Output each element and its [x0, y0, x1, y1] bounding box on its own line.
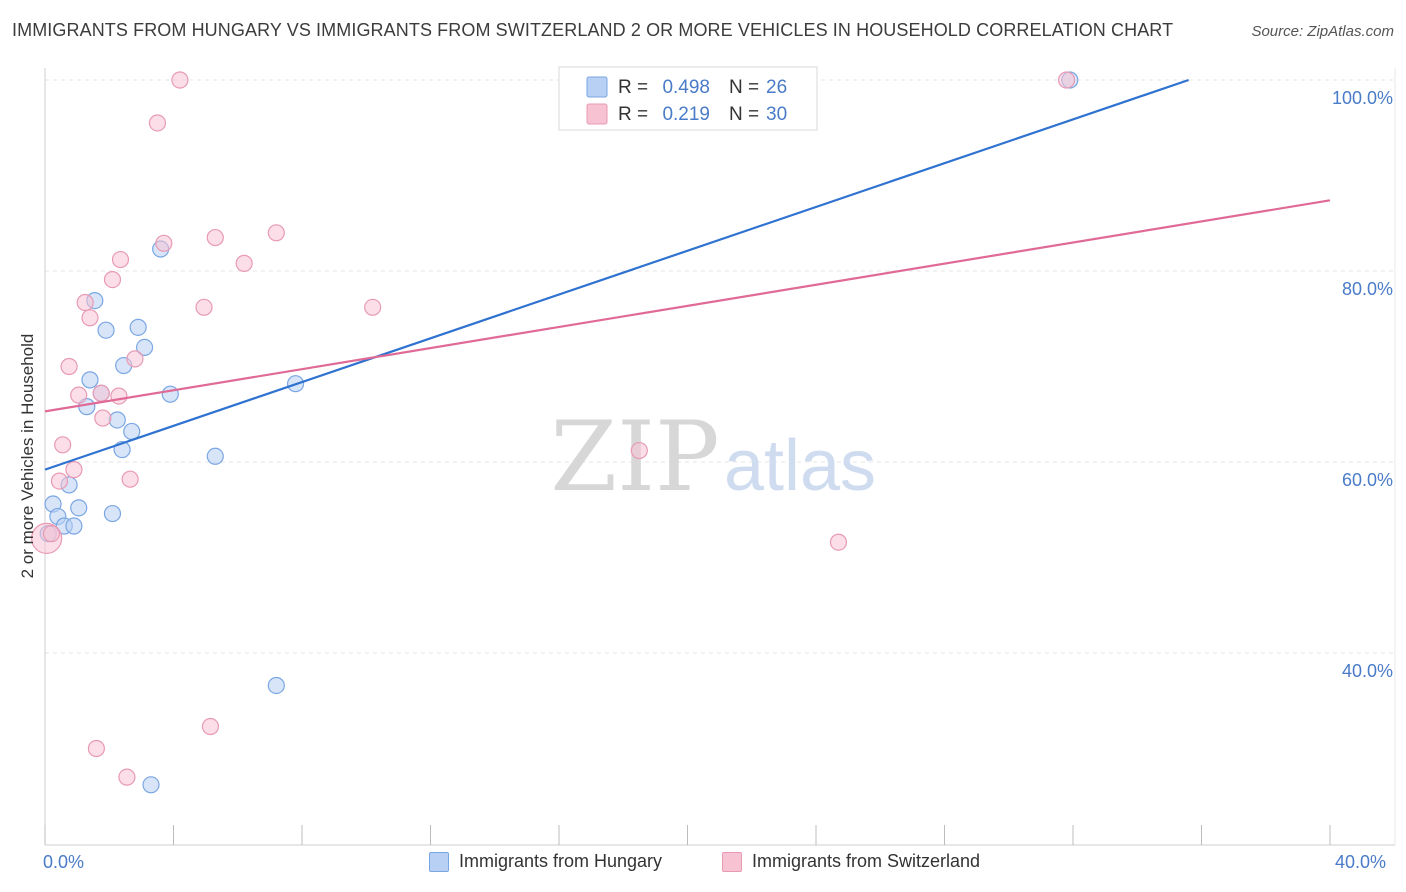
- chart-title: IMMIGRANTS FROM HUNGARY VS IMMIGRANTS FR…: [12, 20, 1174, 40]
- point-switzerland[interactable]: [206, 228, 224, 247]
- watermark: ZIP atlas: [550, 401, 876, 513]
- point-switzerland[interactable]: [110, 387, 128, 405]
- point-switzerland[interactable]: [92, 384, 110, 402]
- point-switzerland[interactable]: [87, 739, 106, 758]
- y-tick-label: 40.0%: [1342, 661, 1393, 681]
- point-switzerland[interactable]: [103, 270, 122, 289]
- stats-r-label: R =: [618, 77, 648, 98]
- trendline-hungary: [44, 78, 1190, 471]
- legend-swatch-hungary: [429, 851, 449, 872]
- stats-n-label: N =: [729, 104, 759, 125]
- point-switzerland[interactable]: [50, 472, 69, 490]
- point-switzerland[interactable]: [60, 357, 78, 376]
- point-switzerland[interactable]: [364, 298, 382, 316]
- y-tick-label: 80.0%: [1342, 279, 1393, 299]
- legend-label-switzerland: Immigrants from Switzerland: [752, 851, 981, 871]
- point-switzerland[interactable]: [171, 71, 189, 89]
- stats-n-value: 26: [766, 77, 787, 98]
- point-switzerland[interactable]: [148, 114, 167, 132]
- point-switzerland[interactable]: [155, 234, 173, 252]
- stats-swatch-switzerland: [586, 103, 608, 125]
- series-legend: Immigrants from Hungary Immigrants from …: [0, 851, 1406, 879]
- legend-item-switzerland[interactable]: Immigrants from Switzerland: [722, 851, 980, 872]
- point-hungary[interactable]: [81, 371, 99, 389]
- point-switzerland[interactable]: [70, 386, 88, 404]
- legend-label-hungary: Immigrants from Hungary: [459, 851, 663, 871]
- stats-r-value: 0.219: [662, 104, 710, 125]
- point-switzerland[interactable]: [81, 309, 99, 327]
- point-switzerland[interactable]: [829, 533, 848, 551]
- point-switzerland[interactable]: [42, 525, 61, 543]
- y-tick-label: 60.0%: [1342, 470, 1393, 490]
- point-switzerland[interactable]: [54, 436, 72, 454]
- point-switzerland[interactable]: [94, 409, 112, 427]
- x-tick-label-max: 40.0%: [1335, 852, 1387, 872]
- grid-layer: [45, 79, 1395, 654]
- point-hungary[interactable]: [206, 447, 224, 465]
- watermark-atlas: atlas: [724, 426, 876, 506]
- trendline-switzerland: [44, 199, 1331, 413]
- stats-r-value: 0.498: [662, 77, 710, 98]
- point-hungary[interactable]: [135, 338, 154, 356]
- legend-item-hungary[interactable]: Immigrants from Hungary: [429, 851, 662, 872]
- point-switzerland[interactable]: [111, 250, 130, 269]
- point-switzerland[interactable]: [235, 254, 253, 272]
- point-hungary[interactable]: [129, 318, 147, 336]
- point-hungary[interactable]: [108, 411, 126, 429]
- stats-r-label: R =: [618, 104, 648, 125]
- point-switzerland[interactable]: [118, 768, 136, 786]
- chart-source: Source: ZipAtlas.com: [1251, 23, 1394, 40]
- point-hungary[interactable]: [103, 504, 122, 523]
- legend-swatch-switzerland: [722, 851, 742, 872]
- point-hungary[interactable]: [142, 776, 160, 794]
- x-tick-label-min: 0.0%: [43, 852, 85, 872]
- point-switzerland[interactable]: [630, 441, 648, 460]
- point-switzerland[interactable]: [195, 298, 213, 316]
- axis-layer: 40.0% 60.0% 80.0% 100.0%: [44, 68, 1396, 846]
- point-hungary[interactable]: [97, 321, 115, 339]
- point-hungary[interactable]: [161, 385, 179, 403]
- point-switzerland[interactable]: [126, 350, 144, 368]
- y-axis-label: 2 or more Vehicles in Household: [18, 333, 37, 579]
- point-switzerland[interactable]: [267, 224, 285, 242]
- stats-n-value: 30: [766, 104, 787, 125]
- point-switzerland[interactable]: [1057, 71, 1076, 89]
- point-switzerland[interactable]: [121, 470, 139, 488]
- trend-layer: [44, 78, 1331, 471]
- y-tick-label: 100.0%: [1332, 88, 1393, 108]
- stats-n-label: N =: [729, 77, 759, 98]
- point-hungary[interactable]: [70, 499, 88, 517]
- stats-swatch-hungary: [586, 76, 608, 98]
- point-switzerland[interactable]: [201, 717, 220, 736]
- point-hungary[interactable]: [267, 676, 285, 695]
- point-hungary[interactable]: [65, 517, 83, 535]
- points-layer: [31, 71, 1079, 794]
- stats-legend: R = 0.498 N = 26 R = 0.219 N = 30: [558, 66, 818, 131]
- point-switzerland[interactable]: [65, 461, 83, 479]
- point-switzerland[interactable]: [76, 293, 94, 312]
